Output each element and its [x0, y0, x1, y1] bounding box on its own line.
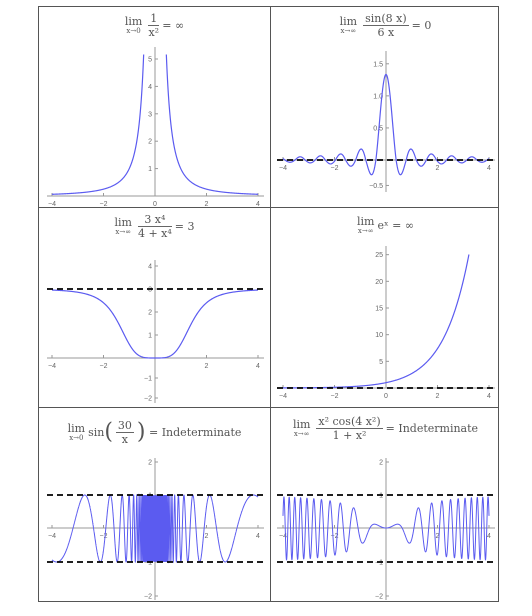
plot-panel-sin-reciprocal: lim x→0 sin(30 x) = Indeterminate −4 −2 2 4 −2…	[39, 408, 270, 603]
x-ticks: −4 −2 2 4	[279, 525, 491, 540]
y-ticks: 1 2 3 4 5	[148, 57, 158, 173]
plot-panel-oscillating-rational: lim x→∞ x² cos(4 x²) 1 + x² = Indeterminate …	[271, 408, 500, 603]
plot-area: −4 −2 0 2 4 1 2 3 4 5	[47, 47, 264, 207]
y-tick-label: 2	[148, 460, 152, 467]
x-tick-label: −2	[100, 201, 108, 207]
plot-panel-exponential: lim x→∞ eˣ = ∞ −4 −2 0 2 4 5 10 15 20 25	[271, 208, 500, 407]
y-tick-label: −1	[144, 560, 152, 567]
function-curve	[51, 493, 259, 564]
plot-area: −4 −2 0 2 4 5 10 15 20 25	[277, 246, 495, 400]
y-tick-label: 5	[148, 57, 152, 64]
limits-figure-grid: lim x→0 1 x² = ∞ −4 −2 0 2 4 1 2 3 4 5 lim x→∞ sin(8 x…	[38, 6, 499, 602]
y-tick-label: −2	[375, 594, 383, 601]
x-tick-label: 2	[205, 201, 209, 207]
x-tick-label: −4	[48, 201, 56, 207]
panel-title: lim x→0 1 x² = ∞	[124, 12, 185, 39]
x-tick-label: 2	[205, 363, 209, 370]
grid-row-divider	[39, 207, 498, 208]
x-ticks: −4 −2 0 2 4	[48, 193, 260, 207]
x-tick-label: 4	[256, 533, 260, 540]
grid-row-divider	[39, 407, 498, 408]
y-tick-label: 1.5	[373, 61, 383, 68]
x-tick-label: 4	[487, 533, 491, 540]
plot-area: −4 −2 2 4 −2−112	[47, 458, 264, 601]
x-tick-label: −4	[48, 533, 56, 540]
x-tick-label: 0	[153, 201, 157, 207]
y-tick-label: 2	[148, 310, 152, 317]
y-tick-label: 2	[148, 139, 152, 146]
x-tick-label: 4	[487, 393, 491, 400]
y-tick-label: 20	[375, 279, 383, 286]
x-tick-label: 4	[256, 201, 260, 207]
y-tick-label: 1	[148, 166, 152, 173]
function-curve-right	[165, 54, 259, 195]
y-tick-label: −1	[144, 376, 152, 383]
x-tick-label: 2	[436, 165, 440, 172]
y-ticks: −2 −1 1 2	[375, 460, 389, 601]
y-tick-label: 10	[375, 332, 383, 339]
y-tick-label: −1	[375, 560, 383, 567]
x-tick-label: −4	[48, 363, 56, 370]
panel-title: lim x→0 sin(30 x) = Indeterminate	[67, 419, 242, 446]
x-ticks: −4 −2 2 4	[279, 157, 491, 172]
y-tick-label: −2	[144, 594, 152, 601]
function-curve	[51, 289, 259, 359]
y-tick-label: −2	[144, 396, 152, 403]
x-tick-label: −2	[100, 363, 108, 370]
x-tick-label: −4	[279, 165, 287, 172]
plot-area: −4 −2 2 4 −0.5 0.5 1.0 1.5	[277, 51, 495, 192]
plot-panel-sinc: lim x→∞ sin(8 x) 6 x = 0 −4 −2 2 4 −0.5 0.5 1.0 1.…	[271, 7, 500, 207]
y-tick-label: 25	[375, 252, 383, 259]
y-tick-label: −0.5	[369, 183, 383, 190]
y-tick-label: 4	[148, 264, 152, 271]
y-tick-label: 1.0	[373, 93, 383, 100]
x-ticks: −4 −2 2 4	[48, 525, 260, 540]
x-tick-label: 4	[256, 363, 260, 370]
plot-area: −4 −2 2 4 −2 −1 1 2 3 4	[47, 260, 264, 403]
y-tick-label: 0.5	[373, 125, 383, 132]
x-tick-label: 4	[487, 165, 491, 172]
y-tick-label: 1	[148, 333, 152, 340]
x-ticks: −4 −2 2 4	[48, 355, 260, 370]
x-tick-label: −4	[279, 393, 287, 400]
x-tick-label: −2	[331, 165, 339, 172]
y-tick-label: 15	[375, 306, 383, 313]
plot-panel-reciprocal-square: lim x→0 1 x² = ∞ −4 −2 0 2 4 1 2 3 4 5	[39, 7, 270, 207]
plot-panel-rational: lim x→∞ 3 x⁴ 4 + x⁴ = 3 −4 −2 2 4 −2 −1 1 2 3 4	[39, 208, 270, 407]
y-tick-label: 2	[379, 460, 383, 467]
panel-title: lim x→∞ eˣ = ∞	[356, 215, 415, 235]
plot-area: −4 −2 2 4 −2 −1 1 2	[277, 458, 495, 601]
x-tick-label: 2	[436, 533, 440, 540]
x-tick-label: 0	[384, 393, 388, 400]
function-curve	[283, 254, 470, 389]
function-curve	[282, 73, 490, 176]
x-tick-label: −2	[100, 533, 108, 540]
y-tick-label: 4	[148, 84, 152, 91]
y-tick-label: 3	[148, 111, 152, 118]
y-tick-label: 5	[379, 359, 383, 366]
function-curve	[282, 496, 490, 561]
y-ticks: −2 −1 1 2 3 4	[144, 264, 158, 403]
y-ticks: 5 10 15 20 25	[375, 252, 389, 366]
function-curve-left	[51, 54, 145, 195]
panel-title: lim x→∞ 3 x⁴ 4 + x⁴ = 3	[114, 213, 195, 240]
x-tick-label: 2	[436, 393, 440, 400]
panel-title: lim x→∞ sin(8 x) 6 x = 0	[339, 12, 432, 39]
x-tick-label: −4	[279, 533, 287, 540]
y-tick-label: 3	[148, 287, 152, 294]
x-tick-label: −2	[331, 393, 339, 400]
panel-title: lim x→∞ x² cos(4 x²) 1 + x² = Indeterminate	[292, 415, 479, 442]
x-tick-label: 2	[205, 533, 209, 540]
y-ticks: −0.5 0.5 1.0 1.5	[369, 61, 389, 190]
x-tick-label: −2	[331, 533, 339, 540]
y-tick-label: 1	[379, 493, 383, 500]
grid-column-divider	[270, 7, 271, 601]
